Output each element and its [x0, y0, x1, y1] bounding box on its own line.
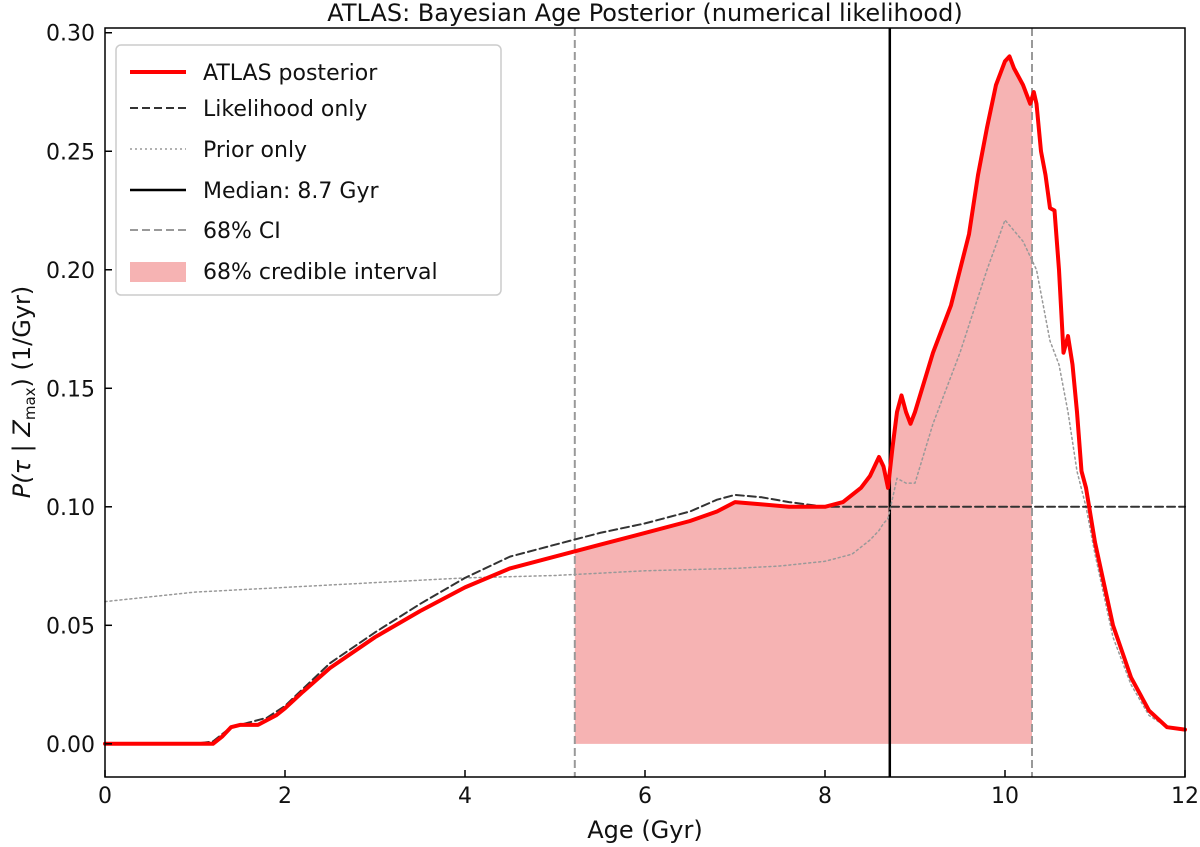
y-axis-label-part-6: ) (1/Gyr) — [8, 286, 36, 388]
series-line-likelihood — [104, 493, 1186, 745]
legend-label-prior: Prior only — [203, 138, 307, 163]
legend-label-posterior: ATLAS posterior — [203, 61, 378, 86]
legend-label-ci-line: 68% CI — [203, 219, 281, 244]
legend: ATLAS posterior Likelihood only Prior on… — [115, 44, 502, 296]
y-axis-label-part-4: Z — [8, 420, 36, 438]
y-tick-label: 0.15 — [46, 377, 95, 402]
x-tick-label: 6 — [638, 784, 652, 809]
credible-interval-fill — [574, 56, 1032, 744]
credible-interval-fill-layer — [574, 56, 1032, 744]
y-tick-label: 0.05 — [46, 614, 95, 639]
x-tick-label: 10 — [991, 784, 1019, 809]
series-line-posterior — [103, 54, 1187, 746]
x-tick-label: 0 — [98, 784, 112, 809]
y-tick-label: 0.00 — [46, 733, 95, 758]
series-layer — [103, 54, 1187, 746]
series-line-prior — [104, 219, 1186, 731]
chart-title: ATLAS: Bayesian Age Posterior (numerical… — [327, 0, 962, 27]
y-tick-label: 0.30 — [46, 22, 95, 47]
y-tick-label: 0.25 — [46, 140, 95, 165]
x-tick-label: 2 — [278, 784, 292, 809]
legend-label-likelihood: Likelihood only — [203, 97, 367, 122]
x-axis-label: Age (Gyr) — [587, 816, 702, 844]
y-tick-label: 0.20 — [46, 259, 95, 284]
y-axis-label: P(τ | Zmax) (1/Gyr) — [8, 286, 39, 499]
legend-label-median: Median: 8.7 Gyr — [203, 179, 379, 204]
y-tick-label: 0.10 — [46, 496, 95, 521]
y-axis-label-part-3: | — [8, 437, 36, 460]
y-axis-label-part-2: τ — [8, 459, 36, 474]
y-axis-label-part-1: P( — [8, 473, 36, 498]
ticks-layer: 0 2 4 6 8 10 12 0.00 0.05 0.10 0.15 0.20 0.25 0.30 — [46, 22, 1199, 809]
legend-label-ci-fill: 68% credible interval — [203, 260, 438, 285]
reference-lines-layer — [573, 28, 1033, 777]
y-axis-label-part-5: max — [21, 387, 39, 420]
x-tick-label: 8 — [818, 784, 832, 809]
legend-frame — [115, 44, 502, 296]
x-tick-label: 4 — [458, 784, 472, 809]
x-tick-label: 12 — [1171, 784, 1199, 809]
legend-swatch-ci-fill — [130, 262, 186, 282]
